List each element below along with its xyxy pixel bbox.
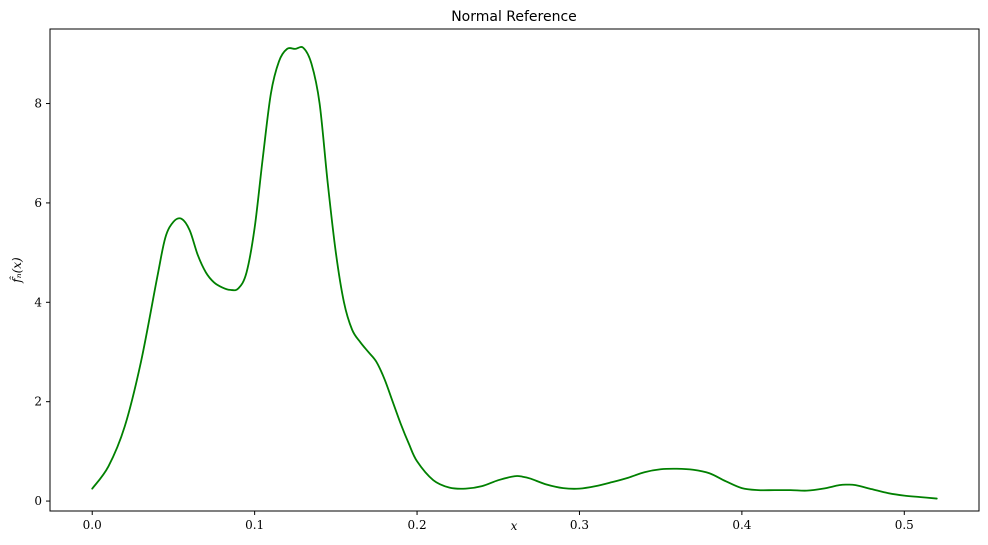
x-tick-label: 0.1 xyxy=(245,518,264,532)
y-tick-label: 0 xyxy=(34,494,42,508)
y-tick-label: 4 xyxy=(34,295,42,309)
y-axis-label: f̂ₙ(x) xyxy=(8,257,24,284)
x-tick-label: 0.3 xyxy=(570,518,589,532)
x-axis-ticks: 0.0 0.1 0.2 0.3 0.4 0.5 xyxy=(83,511,914,532)
chart-title: Normal Reference xyxy=(451,9,577,25)
x-tick-label: 0.2 xyxy=(408,518,427,532)
y-tick-label: 2 xyxy=(34,395,42,409)
x-tick-label: 0.4 xyxy=(732,518,751,532)
axes-frame xyxy=(49,28,980,512)
plot-area xyxy=(49,28,980,512)
x-tick-label: 0.0 xyxy=(83,518,102,532)
y-tick-label: 8 xyxy=(34,97,42,111)
x-tick-label: 0.5 xyxy=(895,518,914,532)
x-axis-label: x xyxy=(511,519,518,533)
y-axis-ticks: 0 2 4 6 8 xyxy=(34,97,50,508)
series-line-density xyxy=(91,46,938,500)
y-tick-label: 6 xyxy=(34,196,42,210)
